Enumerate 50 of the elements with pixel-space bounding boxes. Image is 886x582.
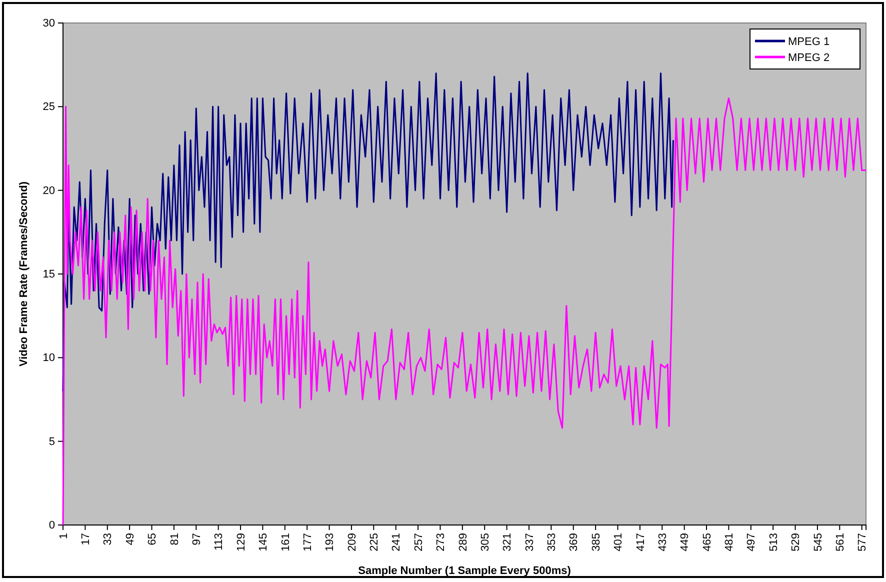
legend-label: MPEG 1 (788, 36, 830, 48)
x-tick-label: 385 (590, 533, 602, 552)
x-tick-label: 113 (213, 533, 226, 551)
y-tick-label: 20 (42, 184, 55, 197)
x-tick-label: 497 (746, 533, 758, 552)
x-tick-label: 225 (368, 533, 381, 552)
x-tick-label: 321 (502, 533, 514, 552)
x-tick-label: 449 (679, 533, 692, 552)
x-tick-label: 513 (768, 533, 780, 552)
x-tick-label: 49 (124, 533, 136, 546)
x-tick-label: 545 (812, 533, 824, 552)
x-axis-title: Sample Number (1 Sample Every 500ms) (358, 565, 572, 577)
x-tick-label: 529 (790, 533, 802, 552)
x-tick-label: 129 (235, 533, 248, 552)
x-tick-label: 1 (58, 533, 70, 540)
line-series (62, 98, 867, 526)
x-tick-label: 273 (435, 533, 448, 552)
x-tick-label: 161 (280, 533, 292, 552)
x-tick-label: 241 (390, 533, 403, 552)
x-tick-label: 417 (634, 533, 647, 552)
x-tick-label: 209 (346, 533, 358, 552)
x-tick-label: 289 (457, 533, 470, 552)
x-tick-label: 145 (258, 533, 270, 552)
y-tick-label: 5 (48, 436, 55, 448)
y-tick-label: 25 (42, 101, 55, 114)
x-tick-label: 305 (479, 533, 492, 552)
y-tick-label: 15 (42, 268, 55, 281)
x-tick-label: 369 (568, 533, 580, 552)
y-axis-title: Video Frame Rate (Frames/Second) (18, 181, 30, 367)
x-tick-label: 193 (324, 533, 336, 552)
x-tick-label: 465 (701, 533, 714, 552)
x-tick-label: 33 (102, 533, 114, 546)
y-tick-label: 10 (42, 352, 55, 364)
x-tick-label: 337 (524, 533, 536, 552)
y-tick-label: 0 (48, 520, 55, 532)
x-tick-label: 81 (168, 533, 181, 546)
x-tick-label: 97 (190, 533, 203, 546)
x-tick-label: 401 (612, 533, 625, 552)
x-tick-label: 65 (146, 533, 159, 546)
x-tick-label: 177 (302, 533, 314, 552)
legend-label: MPEG 2 (788, 52, 830, 64)
line-series (62, 72, 674, 392)
x-tick-label: 561 (834, 533, 846, 552)
x-tick-label: 433 (656, 533, 669, 552)
x-tick-label: 481 (724, 533, 736, 552)
y-tick-label: 30 (42, 18, 55, 30)
x-tick-label: 577 (856, 533, 869, 552)
x-tick-label: 353 (546, 533, 558, 552)
x-tick-label: 257 (412, 533, 425, 552)
x-tick-label: 17 (80, 533, 92, 546)
